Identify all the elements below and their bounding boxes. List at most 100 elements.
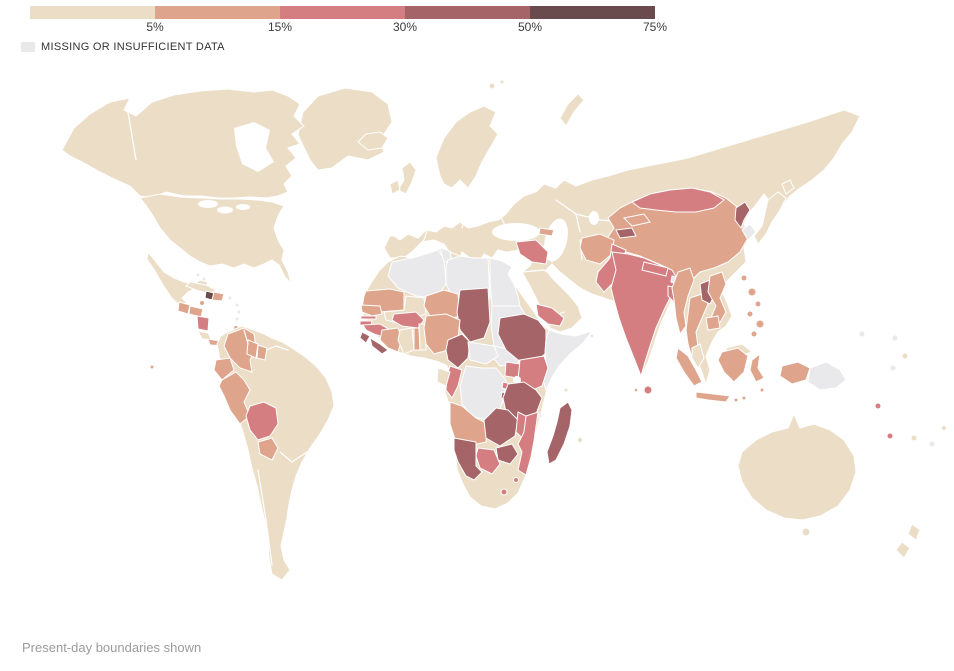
region-polynesia [941,425,947,431]
region-pacific-islands [889,364,897,372]
region-egypt [489,257,521,307]
region-uganda [504,361,521,379]
region-japan [753,191,787,245]
region-bahamas [195,272,201,278]
region-philippines [750,330,758,338]
scale-segment-15-30 [280,6,405,19]
scale-segment-50-75 [530,6,655,19]
missing-data-label: MISSING OR INSUFFICIENT DATA [41,41,225,53]
region-north-korea [734,201,751,230]
tick-label-50: 50% [517,20,543,34]
hudson-bay [234,122,274,172]
region-indonesia-lesser-sunda [741,395,747,401]
great-lake-ontario [236,204,250,210]
region-lesser-antilles [234,302,240,308]
region-gambia [360,315,377,320]
region-georgia [538,227,555,237]
region-nepal [641,261,669,277]
region-costa-rica [197,330,213,341]
region-taiwan [740,274,748,282]
region-scandinavia [435,105,499,189]
region-nicaragua [196,315,210,332]
tick-label-75: 75% [642,20,668,34]
region-indonesia-sumatra [675,347,703,387]
region-south-korea [741,223,757,241]
region-gabon [436,367,451,387]
region-philippines [754,300,762,308]
region-pacific-islands [891,334,899,342]
region-australia [737,412,857,521]
region-yemen [535,303,565,327]
region-indonesia-java [695,391,731,403]
lake-victoria [513,376,521,384]
tick-label-30: 30% [392,20,418,34]
region-indonesia-sulawesi [749,352,765,383]
region-iraq [515,239,549,265]
country-borders-north-america [127,111,137,161]
region-senegal [360,304,383,317]
south-america-group [149,325,335,581]
africa-group [359,247,595,510]
scale-segment-30-50 [405,6,530,19]
region-pacific-islands [858,330,866,338]
region-cameroon [445,333,471,369]
region-afghanistan [579,233,615,265]
region-great-britain [397,161,417,195]
region-svalbard [488,82,496,90]
region-japan-hokkaido [781,179,795,195]
region-lesser-antilles [236,309,242,315]
region-puerto-rico [227,295,233,301]
black-sea [492,223,540,241]
scale-segment-5-15 [155,6,280,19]
region-guyana [246,339,259,359]
region-dominican-republic [211,291,225,302]
region-liberia [369,336,389,355]
region-indonesia-lesser-sunda [733,397,739,403]
region-bahamas [201,276,207,282]
region-vanuatu [886,432,894,440]
region-seychelles [563,387,569,393]
region-indonesia-borneo [717,347,749,383]
region-madagascar [546,401,573,465]
region-colombia [223,327,257,373]
region-comoros [537,413,543,419]
region-united-states [139,193,292,285]
region-lesser-antilles [234,316,240,322]
region-solomon-islands [874,402,882,410]
region-ecuador [213,357,235,381]
region-novaya-zemlya [559,93,585,127]
region-philippines [746,310,754,318]
country-borders-south-america [257,345,311,566]
scale-segment-under-5 [30,6,155,19]
scale-tick-labels: 5% 15% 30% 50% 75% [30,20,667,34]
country-borders-misc [243,194,511,345]
region-new-zealand-south [895,541,911,559]
region-jamaica [199,300,205,306]
region-kyrgyzstan [622,213,651,227]
region-mozambique [517,411,539,476]
oceania-group [737,330,947,559]
region-papua-new-guinea [807,361,847,391]
region-tajikistan [615,227,637,239]
asia-group [515,179,847,403]
region-philippines [747,287,757,297]
region-pacific-islands [928,440,936,448]
great-lake-michigan [217,206,233,214]
tick-label-15: 15% [267,20,293,34]
region-fiji [910,434,918,442]
region-guatemala [177,301,191,315]
region-indonesia-moluccas [759,387,765,393]
region-mauritius [577,437,583,443]
region-cambodia [705,315,721,331]
region-socotra [589,333,595,339]
region-lesotho [500,488,508,496]
region-new-zealand-north [907,523,921,541]
region-svalbard [499,79,505,85]
region-angola [449,401,489,447]
region-sierra-leone [359,331,371,344]
region-paraguay [257,437,279,461]
region-bolivia [245,401,279,441]
region-tasmania [801,527,811,537]
